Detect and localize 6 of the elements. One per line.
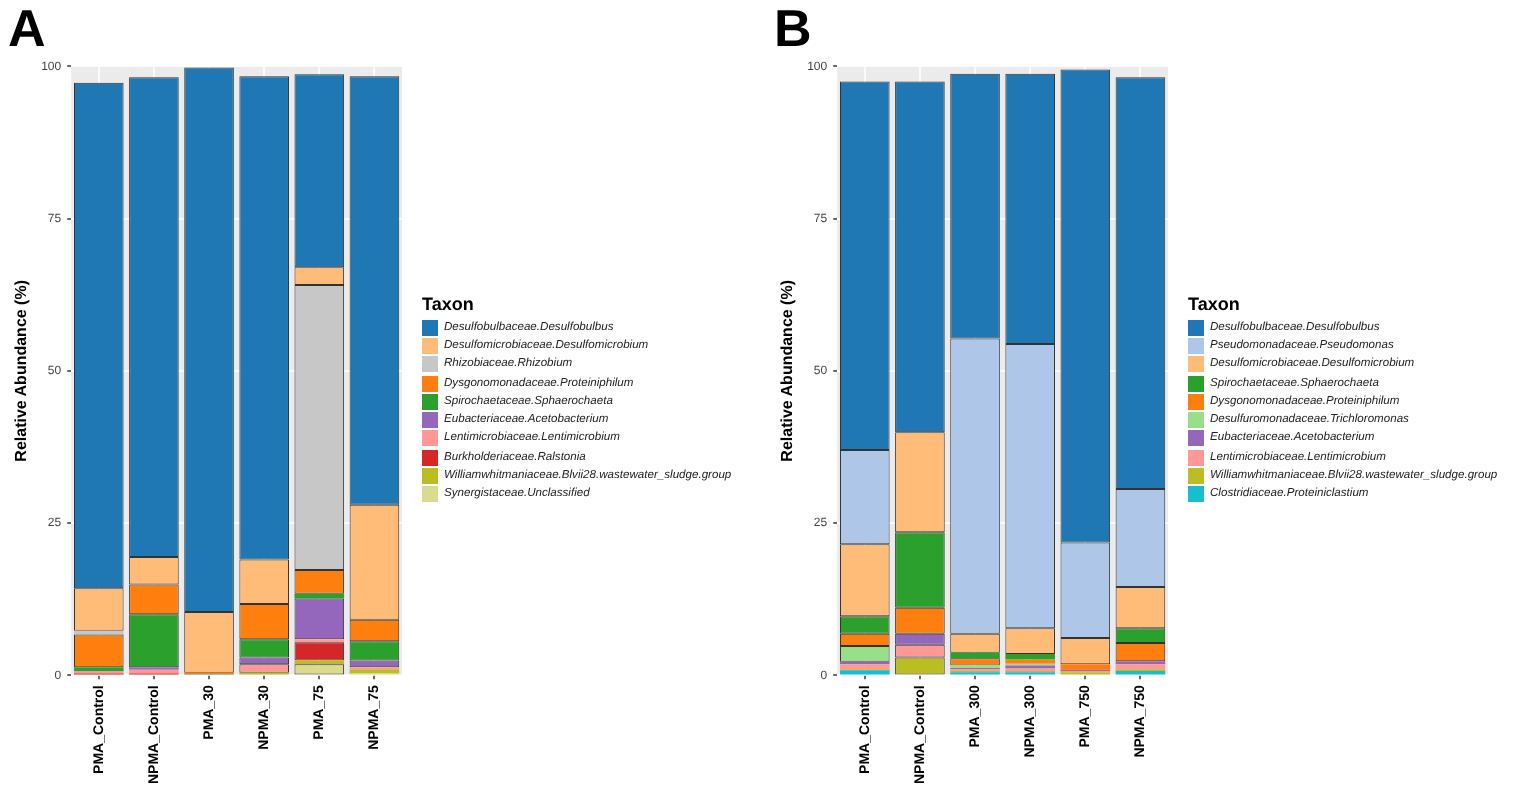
chart-title: B [774, 0, 812, 58]
legend-title: Taxon [1188, 294, 1242, 315]
y-axis-title: Relative Abundance (%) [778, 279, 797, 462]
y-axis-title: Relative Abundance (%) [12, 279, 31, 462]
legend-title: Taxon [422, 294, 476, 315]
chart-title: A [8, 0, 46, 58]
